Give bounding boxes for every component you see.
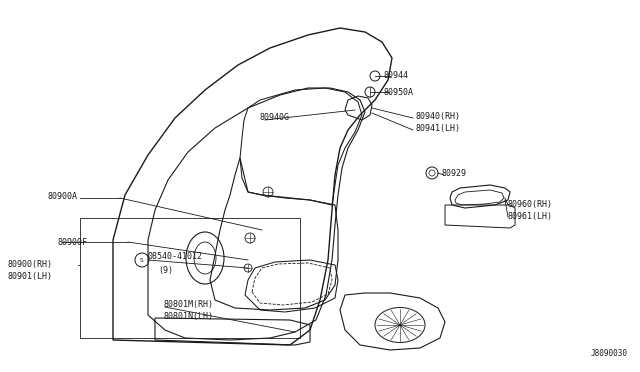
Text: 80940(RH): 80940(RH): [415, 112, 460, 121]
Text: S: S: [140, 257, 144, 263]
Text: 80941(LH): 80941(LH): [415, 124, 460, 133]
Text: 80900(RH): 80900(RH): [8, 260, 53, 269]
Text: 80940G: 80940G: [260, 113, 290, 122]
Text: 80801M(RH): 80801M(RH): [163, 300, 213, 309]
Text: 80801N(LH): 80801N(LH): [163, 312, 213, 321]
Text: 80900F: 80900F: [58, 238, 88, 247]
Text: J8090030: J8090030: [591, 349, 628, 358]
Text: 80944: 80944: [383, 71, 408, 80]
Text: (9): (9): [158, 266, 173, 275]
Text: 08540-41012: 08540-41012: [148, 252, 203, 261]
Text: 80929: 80929: [442, 169, 467, 178]
Bar: [80, 218, 300, 338]
Text: 80960(RH): 80960(RH): [508, 200, 553, 209]
Text: 80900A: 80900A: [48, 192, 78, 201]
Text: 80950A: 80950A: [383, 88, 413, 97]
Text: 80961(LH): 80961(LH): [508, 212, 553, 221]
Text: 80901(LH): 80901(LH): [8, 272, 53, 281]
